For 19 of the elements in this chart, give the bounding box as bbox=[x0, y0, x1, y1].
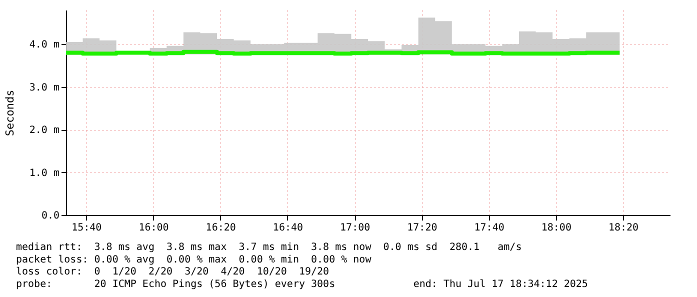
x-tick-label: 16:00 bbox=[138, 222, 169, 234]
x-tick-label: 17:40 bbox=[474, 222, 504, 234]
y-tick-label: 2.0 m bbox=[29, 125, 60, 136]
text: median rtt: 3.8 ms avg 3.8 ms max 3.7 ms min 3.8 ms now 0.0 ms sd 280.1 am/s bbox=[16, 242, 522, 254]
y-tick-label: 4.0 m bbox=[29, 40, 60, 51]
x-tick-label: 18:00 bbox=[541, 222, 572, 234]
text: probe: 20 ICMP Echo Pings (56 Bytes) every 300s end: Thu Jul 17 18:34:12 2025 bbox=[16, 278, 588, 290]
y-tick-label: 3.0 m bbox=[29, 82, 60, 94]
x-tick-label: 17:00 bbox=[340, 222, 370, 234]
x-tick-label: 15:40 bbox=[72, 222, 102, 234]
x-tick-label: 16:40 bbox=[272, 222, 304, 234]
x-tick-label: 16:20 bbox=[206, 222, 236, 234]
y-tick-label: 0.0 bbox=[41, 210, 60, 222]
x-tick-label: 18:20 bbox=[608, 222, 639, 234]
y-tick-label: 1.0 m bbox=[29, 168, 60, 179]
text: packet loss: 0.00 % avg 0.00 % max 0.00 % min 0.00 % now bbox=[16, 254, 372, 266]
y-axis-title: Seconds bbox=[3, 90, 16, 136]
x-tick-label: 17:20 bbox=[407, 222, 438, 234]
text: loss color: 0 1/20 2/20 3/20 4/20 10/20 19/20 bbox=[16, 266, 330, 278]
